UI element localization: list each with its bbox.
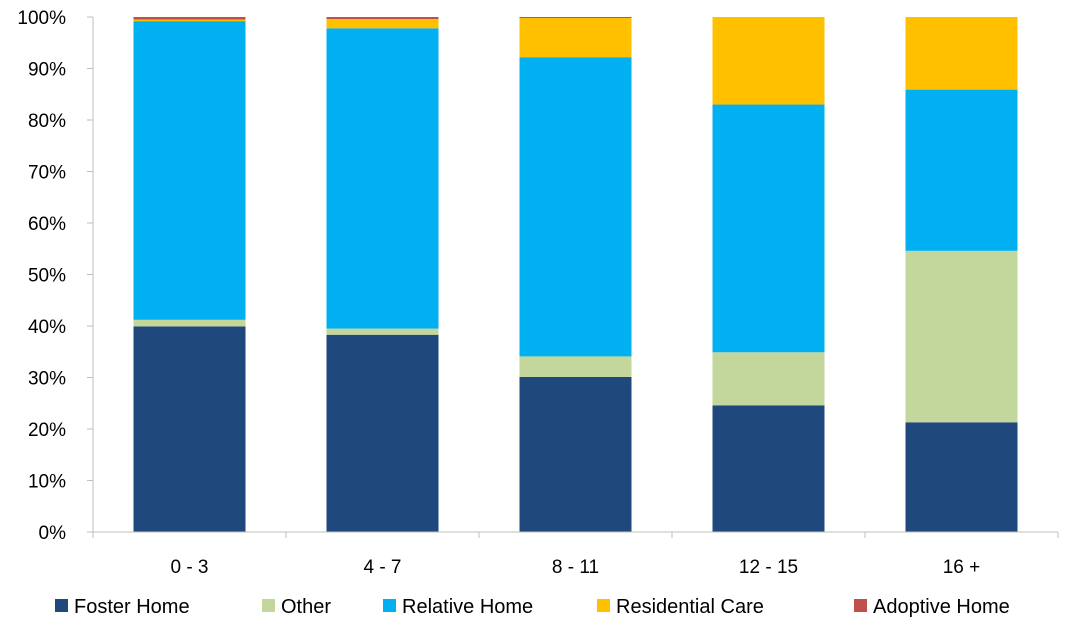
bar-segment-residential-care (326, 19, 439, 29)
bar-stack (519, 17, 632, 532)
x-tick-label: 0 - 3 (170, 557, 208, 578)
legend: Foster Home Other Relative Home Residential… (55, 596, 1010, 618)
bar-segment-relative-home (712, 104, 825, 353)
legend-swatch (854, 599, 867, 612)
bar-segment-residential-care (905, 17, 1018, 90)
legend-label: Other (281, 596, 331, 618)
bar-segment-adoptive-home (326, 17, 439, 20)
legend-item: Adoptive Home (854, 596, 1010, 618)
legend-label: Foster Home (74, 596, 190, 618)
y-tick-label: 0% (39, 523, 67, 544)
y-tick-label: 90% (28, 60, 66, 81)
legend-swatch (383, 599, 396, 612)
x-tick-label: 4 - 7 (363, 557, 401, 578)
legend-swatch (55, 599, 68, 612)
y-tick-label: 30% (28, 369, 66, 390)
bar-segment-other (519, 356, 632, 377)
y-axis: 0% 10% 20% 30% 40% 50% 60% 70% 80% 90% 100% (17, 8, 94, 544)
bar-stack (905, 17, 1018, 532)
legend-label: Residential Care (616, 596, 764, 618)
bar-segment-adoptive-home (133, 17, 246, 20)
bar-segment-foster-home (519, 376, 632, 532)
bar-segment-residential-care (133, 19, 246, 22)
bar-stack (326, 17, 439, 532)
bar-segment-foster-home (326, 334, 439, 532)
legend-label: Adoptive Home (873, 596, 1010, 618)
y-tick-label: 70% (28, 163, 66, 184)
bar-segment-relative-home (326, 28, 439, 329)
plot-area (133, 17, 1018, 532)
bar-segment-adoptive-home (519, 17, 632, 19)
bar-segment-foster-home (712, 405, 825, 532)
bar-segment-other (712, 352, 825, 406)
legend-swatch (262, 599, 275, 612)
bar-segment-foster-home (905, 422, 1018, 532)
bar-segment-other (326, 328, 439, 335)
bar-segment-relative-home (905, 89, 1018, 251)
y-tick-label: 40% (28, 317, 66, 338)
x-tick-label: 12 - 15 (739, 557, 798, 578)
legend-item: Other (262, 596, 331, 618)
x-tick-label: 16 + (943, 557, 981, 578)
bar-segment-residential-care (519, 18, 632, 58)
y-tick-label: 50% (28, 266, 66, 287)
y-tick-label: 10% (28, 472, 66, 493)
bar-stack (133, 17, 246, 532)
x-tick-label: 8 - 11 (552, 557, 599, 578)
bar-segment-other (133, 319, 246, 327)
y-tick-label: 60% (28, 214, 66, 235)
bar-segment-foster-home (133, 326, 246, 532)
legend-label: Relative Home (402, 596, 533, 618)
legend-item: Relative Home (383, 596, 533, 618)
bar-segment-relative-home (133, 21, 246, 320)
legend-item: Residential Care (597, 596, 764, 618)
bar-stack (712, 17, 825, 532)
bar-segment-residential-care (712, 17, 825, 105)
bar-segment-other (905, 250, 1018, 423)
legend-item: Foster Home (55, 596, 190, 618)
bar-segment-relative-home (519, 57, 632, 357)
y-tick-label: 100% (17, 8, 66, 29)
y-tick-label: 20% (28, 420, 66, 441)
x-axis: 0 - 3 4 - 7 8 - 11 12 - 15 16 + (92, 531, 1059, 578)
legend-swatch (597, 599, 610, 612)
y-tick-label: 80% (28, 111, 66, 132)
